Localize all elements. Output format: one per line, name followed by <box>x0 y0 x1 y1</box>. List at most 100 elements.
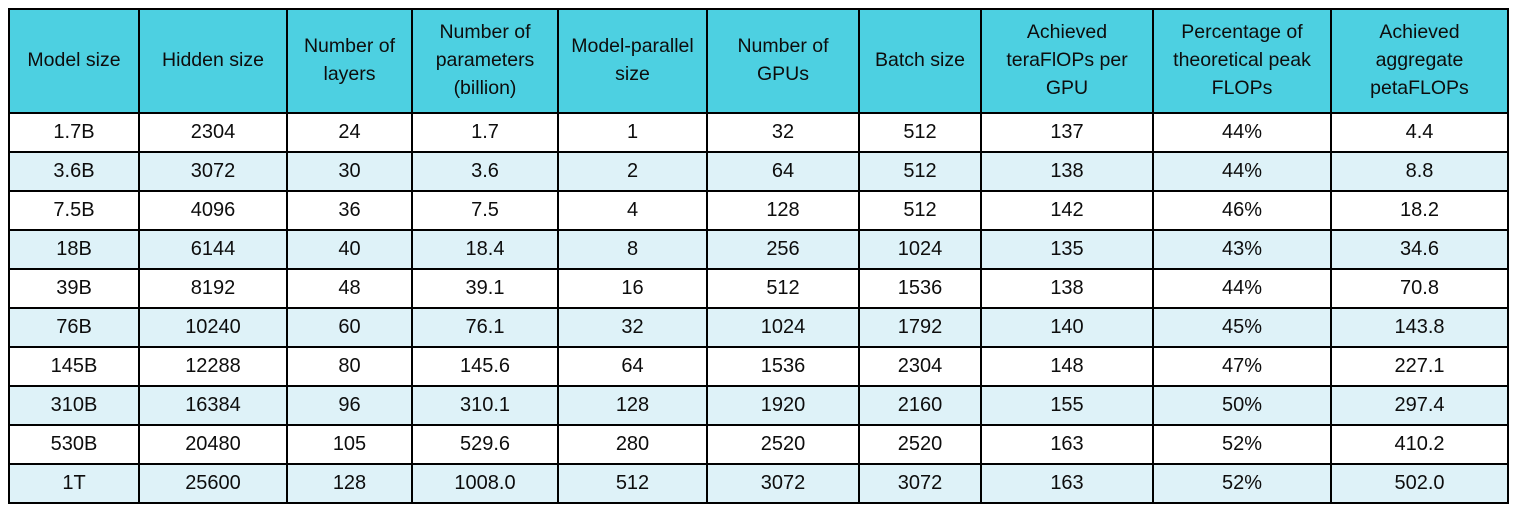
table-cell: 2304 <box>138 112 288 153</box>
table-cell: 50% <box>1152 385 1332 426</box>
table-cell: 2520 <box>706 424 860 465</box>
table-row: 310B 16384 96 310.1 128 1920 2160 155 50% 297.4 <box>8 385 1509 426</box>
column-header: Hidden size <box>138 8 288 114</box>
table-cell: 80 <box>286 346 413 387</box>
table-cell: 529.6 <box>411 424 559 465</box>
column-header: Number of parameters (billion) <box>411 8 559 114</box>
table-cell: 1024 <box>858 229 982 270</box>
table-cell: 512 <box>858 112 982 153</box>
table-cell: 96 <box>286 385 413 426</box>
table-cell: 1008.0 <box>411 463 559 504</box>
column-header: Percentage of theoretical peak FLOPs <box>1152 8 1332 114</box>
table-cell: 1792 <box>858 307 982 348</box>
table-cell: 138 <box>980 268 1154 309</box>
table-row: 18B 6144 40 18.4 8 256 1024 135 43% 34.6 <box>8 229 1509 270</box>
table-cell: 43% <box>1152 229 1332 270</box>
table-cell: 36 <box>286 190 413 231</box>
table-cell: 18B <box>8 229 140 270</box>
table-cell: 64 <box>557 346 708 387</box>
table-cell: 44% <box>1152 268 1332 309</box>
column-header: Batch size <box>858 8 982 114</box>
table-cell: 24 <box>286 112 413 153</box>
header-row: Model size Hidden size Number of layers Num… <box>8 8 1509 114</box>
table-cell: 64 <box>706 151 860 192</box>
table-cell: 52% <box>1152 424 1332 465</box>
table-body: 1.7B 2304 24 1.7 1 32 512 137 44% 4.4 3.6B 3072 30 3.… <box>8 112 1509 504</box>
table-cell: 512 <box>858 151 982 192</box>
column-header: Number of layers <box>286 8 413 114</box>
table-cell: 1536 <box>858 268 982 309</box>
table-cell: 1.7B <box>8 112 140 153</box>
table-cell: 4 <box>557 190 708 231</box>
column-header: Model-parallel size <box>557 8 708 114</box>
table-row: 1T 25600 128 1008.0 512 3072 3072 163 52% 502.0 <box>8 463 1509 504</box>
table-cell: 310B <box>8 385 140 426</box>
table-cell: 32 <box>557 307 708 348</box>
table-cell: 8.8 <box>1330 151 1509 192</box>
table-cell: 8192 <box>138 268 288 309</box>
table-cell: 16384 <box>138 385 288 426</box>
table-cell: 145.6 <box>411 346 559 387</box>
table-cell: 1920 <box>706 385 860 426</box>
table-cell: 40 <box>286 229 413 270</box>
table-cell: 297.4 <box>1330 385 1509 426</box>
table-cell: 512 <box>858 190 982 231</box>
table-cell: 3072 <box>706 463 860 504</box>
table-cell: 39B <box>8 268 140 309</box>
table-cell: 52% <box>1152 463 1332 504</box>
table-cell: 163 <box>980 424 1154 465</box>
table-row: 1.7B 2304 24 1.7 1 32 512 137 44% 4.4 <box>8 112 1509 153</box>
table-row: 530B 20480 105 529.6 280 2520 2520 163 52% 410.2 <box>8 424 1509 465</box>
table-cell: 76B <box>8 307 140 348</box>
table-cell: 8 <box>557 229 708 270</box>
table-cell: 138 <box>980 151 1154 192</box>
table-cell: 4096 <box>138 190 288 231</box>
table-cell: 48 <box>286 268 413 309</box>
table-cell: 137 <box>980 112 1154 153</box>
table-cell: 280 <box>557 424 708 465</box>
table-cell: 135 <box>980 229 1154 270</box>
table-cell: 6144 <box>138 229 288 270</box>
table-container: Model size Hidden size Number of layers Num… <box>8 8 1509 504</box>
table-cell: 1T <box>8 463 140 504</box>
table-cell: 20480 <box>138 424 288 465</box>
table-cell: 128 <box>706 190 860 231</box>
table-cell: 44% <box>1152 151 1332 192</box>
table-cell: 45% <box>1152 307 1332 348</box>
table-cell: 10240 <box>138 307 288 348</box>
table-cell: 30 <box>286 151 413 192</box>
table-cell: 34.6 <box>1330 229 1509 270</box>
table-cell: 3072 <box>138 151 288 192</box>
table-cell: 145B <box>8 346 140 387</box>
table-row: 3.6B 3072 30 3.6 2 64 512 138 44% 8.8 <box>8 151 1509 192</box>
table-cell: 44% <box>1152 112 1332 153</box>
table-cell: 25600 <box>138 463 288 504</box>
table-cell: 2520 <box>858 424 982 465</box>
table-cell: 4.4 <box>1330 112 1509 153</box>
column-header: Achieved aggregate petaFLOPs <box>1330 8 1509 114</box>
table-cell: 140 <box>980 307 1154 348</box>
table-cell: 227.1 <box>1330 346 1509 387</box>
table-cell: 1.7 <box>411 112 559 153</box>
table-cell: 76.1 <box>411 307 559 348</box>
table-cell: 502.0 <box>1330 463 1509 504</box>
table-cell: 46% <box>1152 190 1332 231</box>
column-header: Achieved teraFlOPs per GPU <box>980 8 1154 114</box>
table-cell: 143.8 <box>1330 307 1509 348</box>
column-header: Model size <box>8 8 140 114</box>
table-cell: 3.6B <box>8 151 140 192</box>
table-cell: 1536 <box>706 346 860 387</box>
table-cell: 1 <box>557 112 708 153</box>
model-scaling-table: Model size Hidden size Number of layers Num… <box>8 8 1509 504</box>
table-cell: 2 <box>557 151 708 192</box>
table-cell: 18.2 <box>1330 190 1509 231</box>
table-cell: 142 <box>980 190 1154 231</box>
table-cell: 155 <box>980 385 1154 426</box>
table-cell: 39.1 <box>411 268 559 309</box>
table-cell: 410.2 <box>1330 424 1509 465</box>
table-cell: 16 <box>557 268 708 309</box>
table-cell: 7.5 <box>411 190 559 231</box>
table-cell: 163 <box>980 463 1154 504</box>
table-row: 76B 10240 60 76.1 32 1024 1792 140 45% 143.8 <box>8 307 1509 348</box>
table-cell: 47% <box>1152 346 1332 387</box>
